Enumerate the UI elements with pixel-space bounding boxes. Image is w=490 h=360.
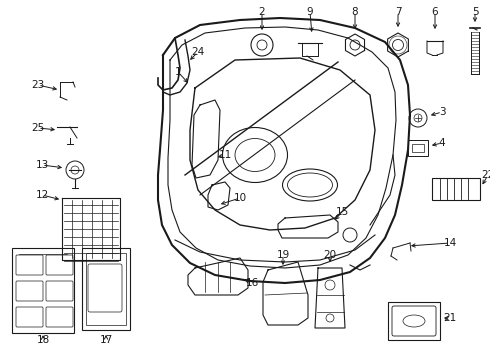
Text: 25: 25 [31, 123, 45, 133]
Text: 17: 17 [99, 335, 113, 345]
Text: 22: 22 [481, 170, 490, 180]
Text: 7: 7 [394, 7, 401, 17]
Text: 12: 12 [35, 190, 49, 200]
Text: 1: 1 [175, 67, 181, 77]
Text: 23: 23 [31, 80, 45, 90]
Text: 18: 18 [36, 335, 49, 345]
Text: 4: 4 [439, 138, 445, 148]
Text: 11: 11 [219, 150, 232, 160]
Text: 19: 19 [276, 250, 290, 260]
Bar [86, 253, 126, 325]
Text: 24: 24 [192, 47, 205, 57]
Text: 6: 6 [432, 7, 439, 17]
Text: 15: 15 [335, 207, 348, 217]
Bar [12, 248, 74, 333]
Text: 5: 5 [472, 7, 478, 17]
Bar [388, 302, 440, 340]
Text: 9: 9 [307, 7, 313, 17]
Text: 21: 21 [443, 313, 457, 323]
Text: 13: 13 [35, 160, 49, 170]
Text: 14: 14 [443, 238, 457, 248]
Text: 2: 2 [259, 7, 265, 17]
Text: 8: 8 [352, 7, 358, 17]
Text: 10: 10 [233, 193, 246, 203]
Text: 3: 3 [439, 107, 445, 117]
Bar [432, 178, 480, 200]
Text: 16: 16 [245, 278, 259, 288]
Text: 20: 20 [323, 250, 337, 260]
Bar [82, 248, 130, 330]
